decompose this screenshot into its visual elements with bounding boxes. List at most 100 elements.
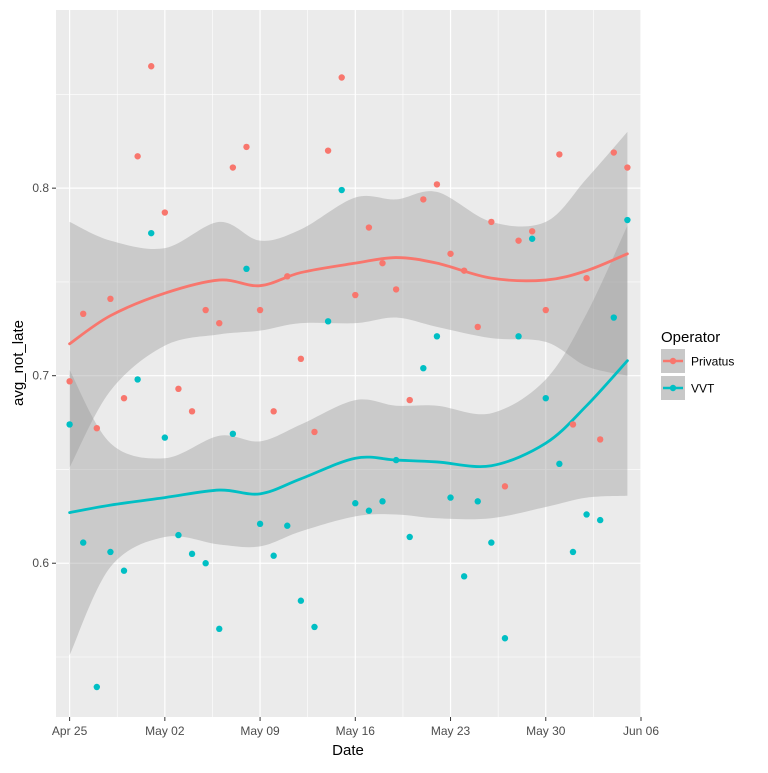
legend-key-privatus: [661, 349, 685, 373]
point-vvt: [474, 498, 481, 505]
point-vvt: [311, 623, 318, 631]
smooth-line-privatus: [68, 252, 629, 346]
x-axis-title: Date: [332, 742, 364, 759]
point-vvt: [324, 318, 332, 325]
point-vvt: [596, 516, 604, 524]
point-vvt: [624, 216, 631, 224]
y-tick-label: 0.8: [32, 181, 49, 195]
legend-key-vvt: [661, 376, 685, 400]
point-privatus: [284, 273, 291, 280]
smooth-line-vvt: [68, 359, 629, 514]
point-vvt: [365, 507, 373, 514]
y-axis-title: avg_not_late: [10, 320, 27, 406]
legend: Operator Privatus VVT: [661, 329, 734, 400]
major-gridlines: [56, 10, 642, 717]
point-privatus: [93, 425, 101, 432]
point-privatus: [80, 310, 87, 317]
point-privatus: [256, 306, 264, 314]
x-tick-label: May 16: [336, 724, 376, 738]
point-vvt: [447, 494, 454, 501]
point-vvt: [528, 235, 536, 242]
x-axis-ticks: Apr 25 May 02 May 09 May 16 May 23 May 30 Jun …: [52, 717, 659, 738]
point-vvt: [433, 333, 441, 340]
point-vvt: [148, 229, 155, 237]
y-tick-label: 0.7: [32, 369, 49, 383]
point-vvt: [379, 498, 386, 505]
confidence-band-privatus: [69, 131, 628, 468]
point-vvt: [120, 567, 128, 574]
point-vvt: [556, 460, 563, 468]
point-privatus: [488, 218, 495, 226]
point-privatus: [229, 164, 237, 171]
point-vvt: [460, 573, 468, 580]
point-vvt: [610, 314, 617, 321]
legend-label-privatus: Privatus: [691, 355, 734, 369]
smooth-lines: [68, 252, 629, 514]
point-vvt: [188, 550, 196, 558]
point-vvt: [229, 430, 237, 438]
point-privatus: [120, 394, 128, 402]
point-vvt: [338, 186, 345, 194]
point-privatus: [352, 291, 359, 299]
point-privatus: [583, 274, 590, 282]
minor-gridlines: [56, 10, 641, 717]
point-privatus: [379, 259, 386, 267]
x-tick-label: Apr 25: [52, 724, 88, 738]
point-privatus: [447, 250, 454, 257]
point-vvt: [515, 333, 522, 340]
point-privatus: [66, 378, 73, 385]
point-vvt: [420, 364, 427, 372]
point-vvt: [270, 552, 277, 559]
point-privatus: [148, 63, 155, 70]
point-privatus: [528, 228, 536, 235]
y-tick-label: 0.6: [32, 556, 49, 570]
point-privatus: [202, 306, 209, 314]
point-privatus: [311, 428, 318, 436]
point-privatus: [610, 149, 617, 156]
point-privatus: [365, 224, 373, 231]
point-vvt: [392, 456, 400, 464]
point-privatus: [297, 355, 305, 363]
point-privatus: [569, 421, 577, 428]
point-privatus: [406, 396, 413, 404]
point-privatus: [270, 408, 277, 415]
point-vvt: [501, 635, 509, 642]
point-privatus: [474, 323, 481, 331]
point-privatus: [392, 286, 400, 293]
confidence-band-vvt: [69, 225, 628, 656]
point-vvt: [134, 376, 141, 383]
point-vvt: [161, 434, 169, 441]
point-vvt: [93, 683, 101, 691]
point-vvt: [216, 625, 223, 633]
x-tick-label: May 23: [431, 724, 471, 738]
point-privatus: [624, 164, 631, 171]
point-vvt: [352, 500, 359, 507]
point-privatus: [188, 408, 196, 415]
point-vvt: [202, 560, 209, 567]
point-vvt: [542, 394, 549, 402]
point-vvt: [583, 511, 590, 518]
point-vvt: [297, 597, 305, 604]
point-privatus: [161, 209, 169, 216]
legend-key-privatus-point: [669, 357, 677, 365]
point-privatus: [542, 306, 549, 314]
confidence-bands: [69, 131, 628, 656]
point-vvt: [488, 539, 495, 546]
point-privatus: [134, 153, 141, 160]
legend-title: Operator: [661, 329, 720, 346]
point-privatus: [107, 295, 114, 302]
point-privatus: [596, 436, 604, 443]
point-privatus: [433, 181, 441, 188]
point-vvt: [175, 531, 182, 539]
point-privatus: [501, 483, 509, 490]
x-tick-label: Jun 06: [623, 724, 659, 738]
x-tick-label: May 09: [240, 724, 280, 738]
point-privatus: [420, 196, 427, 203]
point-vvt: [107, 548, 114, 556]
point-privatus: [324, 147, 332, 154]
point-vvt: [406, 533, 413, 541]
x-tick-label: May 02: [145, 724, 185, 738]
point-privatus: [216, 319, 223, 327]
